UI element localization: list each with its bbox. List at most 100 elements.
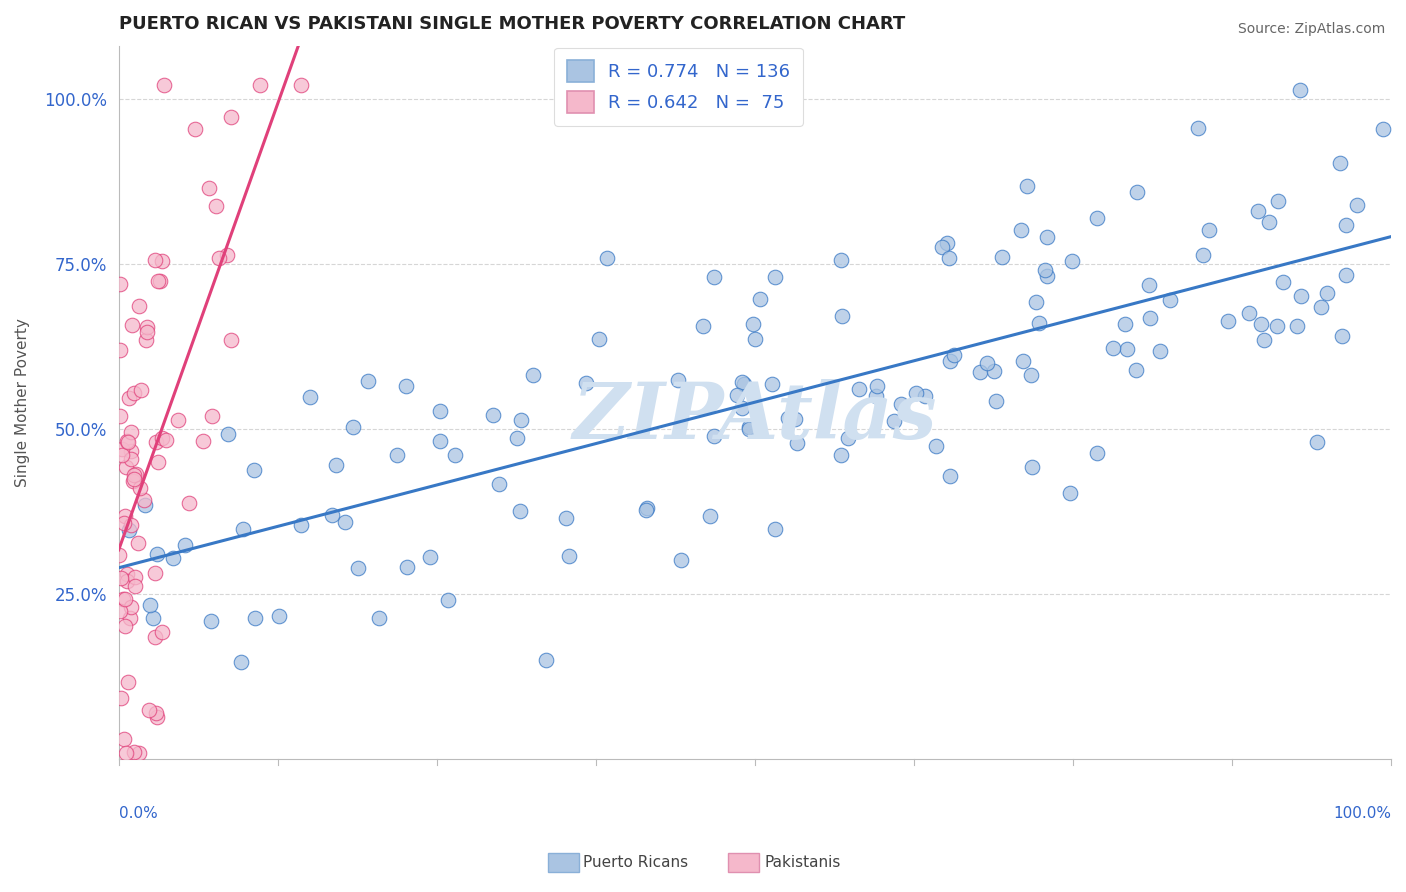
Point <box>267 608 290 623</box>
Text: ZIPAtlas: ZIPAtlas <box>572 378 936 455</box>
Point <box>744 332 766 346</box>
Point <box>357 374 380 388</box>
Point <box>232 522 254 536</box>
Point <box>1036 268 1059 283</box>
Point <box>122 475 145 489</box>
Point <box>522 368 544 383</box>
Point <box>118 524 141 538</box>
Point <box>115 566 138 581</box>
Point <box>555 511 578 525</box>
Point <box>114 619 136 633</box>
Point <box>969 365 991 379</box>
Point <box>110 277 132 292</box>
Point <box>1305 434 1327 449</box>
Point <box>1288 83 1310 97</box>
Point <box>905 386 928 401</box>
Point <box>506 431 529 445</box>
Point <box>437 592 460 607</box>
Text: 0.0%: 0.0% <box>118 805 157 821</box>
Point <box>831 309 853 323</box>
Point <box>114 460 136 475</box>
Point <box>783 411 806 425</box>
Point <box>145 706 167 721</box>
Point <box>219 110 242 124</box>
Point <box>108 604 131 618</box>
Point <box>976 356 998 370</box>
Point <box>983 364 1005 378</box>
Point <box>217 427 239 442</box>
Point <box>1033 263 1056 277</box>
Point <box>671 552 693 566</box>
Point <box>124 570 146 584</box>
Point <box>120 599 142 614</box>
Point <box>1021 459 1043 474</box>
Point <box>666 372 689 386</box>
Point <box>703 270 725 285</box>
Point <box>150 624 173 639</box>
Point <box>1271 275 1294 289</box>
Point <box>124 745 146 759</box>
Point <box>229 656 252 670</box>
Point <box>162 550 184 565</box>
Point <box>419 550 441 565</box>
Point <box>110 343 132 358</box>
Point <box>145 547 167 561</box>
Point <box>1253 333 1275 347</box>
Point <box>761 377 783 392</box>
Point <box>321 508 343 522</box>
Point <box>1334 218 1357 232</box>
Point <box>127 536 149 550</box>
Point <box>725 388 748 402</box>
Point <box>128 299 150 313</box>
Point <box>215 248 238 262</box>
Point <box>1159 293 1181 308</box>
Point <box>1059 485 1081 500</box>
Point <box>121 318 143 333</box>
Point <box>1334 268 1357 283</box>
Point <box>699 509 721 524</box>
Point <box>124 579 146 593</box>
Point <box>155 433 177 447</box>
Point <box>114 508 136 523</box>
Point <box>1372 122 1395 136</box>
Y-axis label: Single Mother Poverty: Single Mother Poverty <box>15 318 30 487</box>
Point <box>1192 248 1215 262</box>
Point <box>1139 310 1161 325</box>
Point <box>883 414 905 428</box>
Point <box>132 493 155 508</box>
Point <box>588 332 610 346</box>
Point <box>1246 204 1268 219</box>
Point <box>117 674 139 689</box>
Point <box>139 598 162 612</box>
Point <box>368 611 391 625</box>
Point <box>143 630 166 644</box>
Point <box>742 317 765 331</box>
Point <box>387 448 409 462</box>
Point <box>1028 317 1050 331</box>
Point <box>1316 286 1339 301</box>
Point <box>429 404 451 418</box>
Point <box>786 435 808 450</box>
Text: 100.0%: 100.0% <box>1333 805 1391 821</box>
Point <box>290 78 312 93</box>
Point <box>510 413 533 427</box>
Point <box>1114 317 1136 331</box>
Point <box>173 538 195 552</box>
Point <box>1010 223 1032 237</box>
Point <box>1025 294 1047 309</box>
Point <box>1019 368 1042 383</box>
Point <box>122 386 145 401</box>
Point <box>830 252 852 267</box>
Point <box>1137 278 1160 293</box>
Point <box>596 251 619 265</box>
Point <box>115 746 138 760</box>
Point <box>145 435 167 450</box>
Point <box>342 419 364 434</box>
Point <box>128 746 150 760</box>
Point <box>482 409 505 423</box>
Point <box>149 274 172 288</box>
Point <box>1187 121 1209 136</box>
Point <box>135 320 157 334</box>
Point <box>143 566 166 580</box>
Point <box>146 274 169 288</box>
